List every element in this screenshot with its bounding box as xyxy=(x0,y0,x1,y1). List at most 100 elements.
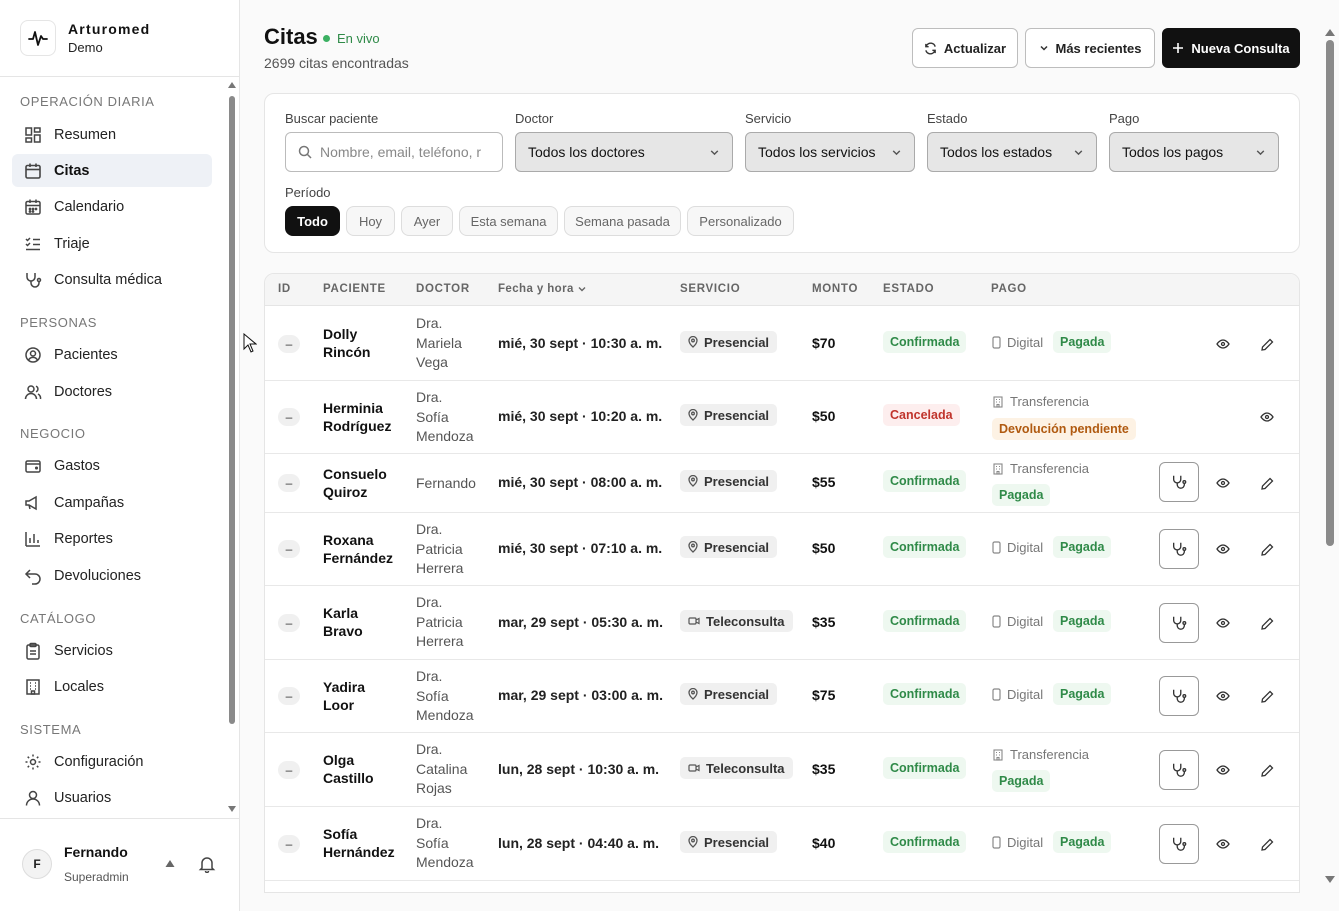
pencil-icon[interactable] xyxy=(1258,835,1276,853)
eye-icon[interactable] xyxy=(1214,335,1232,353)
service-select[interactable]: Todos los servicios xyxy=(745,132,915,172)
sidebar-scroll-thumb[interactable] xyxy=(229,96,235,724)
table-row[interactable]: – Dolly Rincón Dra. Mariela Vega mié, 30 se… xyxy=(265,307,1299,381)
start-consult-button[interactable] xyxy=(1159,750,1199,790)
eye-icon[interactable] xyxy=(1258,408,1276,426)
sidebar-item-gastos[interactable]: Gastos xyxy=(12,449,212,482)
table-row[interactable]: – Consuelo Quiroz Fernando mié, 30 sept ·… xyxy=(265,454,1299,513)
table-row[interactable]: – Olga Castillo Dra. Catalina Rojas lun, 28… xyxy=(265,733,1299,807)
eye-icon[interactable] xyxy=(1214,761,1232,779)
period-chip-ayer[interactable]: Ayer xyxy=(401,206,453,236)
eye-icon[interactable] xyxy=(1214,540,1232,558)
scroll-up-icon[interactable] xyxy=(1325,28,1335,36)
brand[interactable]: Arturomed Demo xyxy=(0,0,239,77)
row-id: – xyxy=(278,335,300,353)
status-select[interactable]: Todos los estados xyxy=(927,132,1097,172)
pencil-icon[interactable] xyxy=(1258,540,1276,558)
new-consult-button[interactable]: Nueva Consulta xyxy=(1162,28,1300,68)
period-chip-semana-pasada[interactable]: Semana pasada xyxy=(564,206,681,236)
status-badge: Confirmada xyxy=(883,536,967,558)
start-consult-button[interactable] xyxy=(1159,824,1199,864)
map-pin-icon xyxy=(688,541,698,553)
period-chip-todo[interactable]: Todo xyxy=(285,206,340,236)
eye-icon[interactable] xyxy=(1214,835,1232,853)
appointment-date: lun, 28 sept · 04:40 a. m. xyxy=(498,835,660,851)
sidebar-item-label: Pacientes xyxy=(54,346,118,363)
sidebar-item-configuracion[interactable]: Configuración xyxy=(12,745,212,778)
search-input[interactable]: Nombre, email, teléfono, r xyxy=(285,132,503,172)
start-consult-button[interactable] xyxy=(1159,529,1199,569)
appointment-date: lun, 28 sept · 10:30 a. m. xyxy=(498,761,660,777)
bank-icon xyxy=(993,395,1003,408)
pencil-icon[interactable] xyxy=(1258,474,1276,492)
status-badge: Confirmada xyxy=(883,470,967,492)
sidebar-item-pacientes[interactable]: Pacientes xyxy=(12,338,212,371)
sidebar-item-doctores[interactable]: Doctores xyxy=(12,375,212,408)
pay-select[interactable]: Todos los pagos xyxy=(1109,132,1279,172)
user-panel[interactable]: F Fernando Superadmin xyxy=(0,818,240,911)
patient-name: Herminia Rodríguez xyxy=(323,400,392,434)
period-chip-hoy[interactable]: Hoy xyxy=(346,206,395,236)
table-row[interactable]: – Yadira Loor Dra. Sofía Mendoza mar, 29 se… xyxy=(265,660,1299,733)
pencil-icon[interactable] xyxy=(1258,614,1276,632)
scroll-up-icon[interactable] xyxy=(228,80,236,88)
doctor-name: Dra. Mariela Vega xyxy=(416,315,462,370)
main-scrollbar[interactable] xyxy=(1323,26,1337,888)
table-row[interactable]: – Roxana Fernández Dra. Patricia Herrera mi… xyxy=(265,513,1299,586)
row-id: – xyxy=(278,408,300,426)
doctor-label: Doctor xyxy=(515,111,554,126)
status-badge: Confirmada xyxy=(883,757,967,779)
main-scroll-thumb[interactable] xyxy=(1326,40,1334,546)
pencil-icon[interactable] xyxy=(1258,761,1276,779)
start-consult-button[interactable] xyxy=(1159,676,1199,716)
service-badge: Presencial xyxy=(680,683,778,705)
period-chip-personalizado[interactable]: Personalizado xyxy=(687,206,794,236)
sidebar-item-label: Triaje xyxy=(54,235,90,252)
sidebar-item-servicios[interactable]: Servicios xyxy=(12,634,212,667)
avatar[interactable]: F xyxy=(22,849,52,879)
appointments-table: ID PACIENTE DOCTOR Fecha y hora SERVICIO… xyxy=(264,273,1300,893)
payment-method: Transferencia xyxy=(992,394,1089,409)
service-value: Todos los servicios xyxy=(758,144,876,160)
service-badge: Teleconsulta xyxy=(680,610,793,632)
start-consult-button[interactable] xyxy=(1159,603,1199,643)
sidebar-item-campanas[interactable]: Campañas xyxy=(12,486,212,519)
sidebar-item-locales[interactable]: Locales xyxy=(12,670,212,703)
col-fecha[interactable]: Fecha y hora xyxy=(498,283,587,295)
phone-icon xyxy=(992,836,1001,849)
sidebar-item-consulta-medica[interactable]: Consulta médica xyxy=(12,263,212,296)
mouse-cursor-icon xyxy=(243,333,257,353)
table-row[interactable]: – Herminia Rodríguez Dra. Sofía Mendoza mié… xyxy=(265,381,1299,454)
eye-icon[interactable] xyxy=(1214,687,1232,705)
sidebar-item-usuarios[interactable]: Usuarios xyxy=(12,781,212,814)
payment-badge: Devolución pendiente xyxy=(992,418,1136,440)
table-row[interactable]: – Sofía Hernández Dra. Sofía Mendoza lun, 2… xyxy=(265,807,1299,881)
sidebar-item-resumen[interactable]: Resumen xyxy=(12,118,212,151)
sidebar-item-triaje[interactable]: Triaje xyxy=(12,227,212,260)
eye-icon[interactable] xyxy=(1214,474,1232,492)
patient-name: Consuelo Quiroz xyxy=(323,466,387,500)
table-row[interactable]: – Karla Bravo Dra. Patricia Herrera mar, 29… xyxy=(265,586,1299,660)
appointment-date: mié, 30 sept · 07:10 a. m. xyxy=(498,540,663,556)
sidebar-item-calendario[interactable]: Calendario xyxy=(12,190,212,223)
sidebar-item-citas[interactable]: Citas xyxy=(12,154,212,187)
scroll-down-icon[interactable] xyxy=(1325,876,1335,884)
sidebar-item-devoluciones[interactable]: Devoluciones xyxy=(12,559,212,592)
doctor-select[interactable]: Todos los doctores xyxy=(515,132,733,172)
pencil-icon[interactable] xyxy=(1258,335,1276,353)
patient-name: Karla Bravo xyxy=(323,605,363,639)
scroll-down-icon[interactable] xyxy=(228,806,236,814)
start-consult-button[interactable] xyxy=(1159,462,1199,502)
period-chip-esta-semana[interactable]: Esta semana xyxy=(459,206,558,236)
col-id: ID xyxy=(278,283,291,295)
eye-icon[interactable] xyxy=(1214,614,1232,632)
pencil-icon[interactable] xyxy=(1258,687,1276,705)
sidebar-item-reportes[interactable]: Reportes xyxy=(12,522,212,555)
row-id: – xyxy=(278,835,300,853)
bell-icon[interactable] xyxy=(198,855,216,873)
refresh-button[interactable]: Actualizar xyxy=(912,28,1018,68)
payment-method: Digital xyxy=(992,335,1043,350)
caret-up-icon[interactable] xyxy=(165,859,175,868)
sidebar-scrollbar[interactable] xyxy=(228,80,236,817)
sort-button[interactable]: Más recientes xyxy=(1025,28,1155,68)
